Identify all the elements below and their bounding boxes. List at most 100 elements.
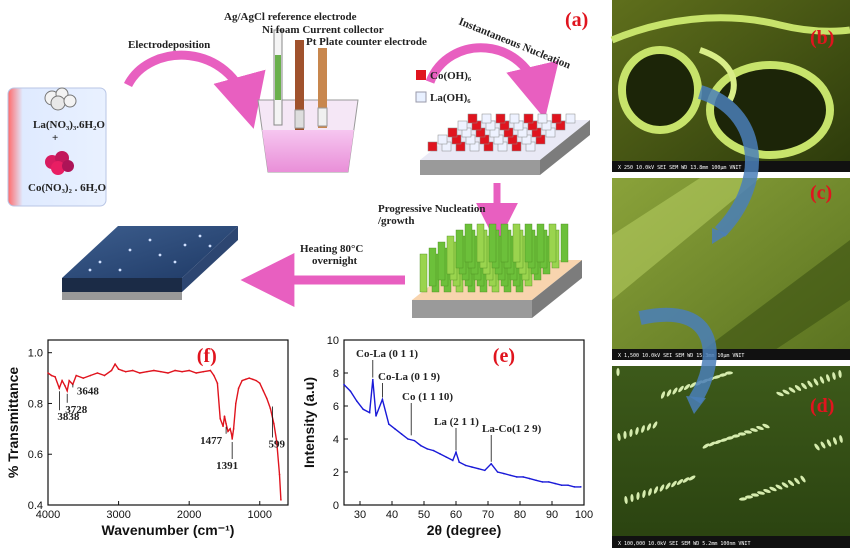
data-point <box>266 397 268 400</box>
data-point <box>516 476 518 478</box>
nanorod <box>820 441 826 449</box>
data-point <box>439 453 441 455</box>
nanorod <box>814 443 820 451</box>
nanorod <box>646 423 652 431</box>
nanorod <box>641 425 645 433</box>
nanorod <box>751 493 759 497</box>
film-speck <box>128 248 132 252</box>
data-point <box>82 377 85 379</box>
nanorod <box>776 391 784 397</box>
peak-annotation: 599 <box>268 438 285 450</box>
data-point <box>269 407 272 410</box>
data-point <box>394 428 397 430</box>
data-point <box>237 387 240 390</box>
nucleus-cube <box>565 113 576 124</box>
data-point <box>222 425 224 428</box>
nucleus-cube <box>447 127 458 138</box>
data-point <box>251 378 254 381</box>
nanorod <box>726 436 734 440</box>
film-speck <box>158 253 162 257</box>
data-point <box>503 472 505 475</box>
plot-frame <box>343 339 585 506</box>
nanorod <box>769 486 777 492</box>
peak-annotation: 3648 <box>77 385 100 397</box>
growth-column <box>524 223 533 263</box>
nanorod <box>652 421 658 429</box>
x-tick-label: 30 <box>354 509 366 521</box>
panel-b-label: (b) <box>810 27 834 49</box>
data-point <box>223 415 226 417</box>
nanorod <box>801 382 807 390</box>
co-legend-swatch <box>416 70 426 80</box>
series-line <box>343 379 581 488</box>
peak-annotation: 1477 <box>200 435 223 447</box>
pt-plate-label: Pt Plate counter electrode <box>306 36 427 48</box>
data-point <box>195 372 198 374</box>
nanorod <box>750 428 758 432</box>
data-point <box>343 383 345 386</box>
nucleus-cube <box>481 113 492 124</box>
data-point <box>432 449 435 452</box>
nanorod <box>713 375 721 379</box>
nanorod <box>788 387 796 393</box>
growth-column <box>437 241 446 281</box>
nanorod <box>688 475 696 481</box>
growth-column <box>536 223 545 263</box>
nanorod <box>763 489 771 493</box>
nanorod <box>782 389 790 395</box>
nucleus-cube <box>427 141 438 152</box>
x-tick-label: 90 <box>546 509 558 521</box>
data-point <box>248 377 250 379</box>
co-legend-label: Co(OH)₆ <box>430 70 472 82</box>
nanorod <box>720 438 728 442</box>
data-point <box>407 438 409 440</box>
peak-annotation: La (2 1 1) <box>434 416 479 428</box>
x-tick-label: 50 <box>418 509 430 521</box>
y-tick-label: 10 <box>327 335 339 347</box>
nanorod <box>826 439 832 447</box>
nanorod <box>838 370 842 378</box>
sem-b-info: X 250 10.0kV SEI SEM WD 13.8mm 100μm VNI… <box>618 165 741 171</box>
data-point <box>58 387 61 390</box>
x-tick-label: 80 <box>514 509 526 521</box>
film-speck <box>98 260 102 264</box>
nucleus-cube <box>495 113 506 124</box>
nanorod <box>689 382 697 388</box>
data-point <box>258 382 261 384</box>
data-point <box>174 369 176 372</box>
film-speck <box>198 234 202 238</box>
x-tick-label: 4000 <box>36 509 60 521</box>
nanorod <box>635 427 639 435</box>
peak-annotation: 3728 <box>65 404 88 416</box>
nanorod-texture <box>616 368 843 504</box>
data-point <box>232 428 235 430</box>
x-tick-label: 1000 <box>248 509 272 521</box>
film-speck <box>173 260 177 264</box>
x-tick-label: 70 <box>482 509 494 521</box>
panel-c: X 1,500 10.0kV SEI SEM WD 15.3mm 10μm VN… <box>612 178 850 360</box>
data-point <box>381 398 384 401</box>
data-point <box>490 462 493 465</box>
data-point <box>167 372 169 374</box>
data-point <box>227 430 229 433</box>
data-point <box>47 372 49 374</box>
film-speck <box>183 243 187 247</box>
data-point <box>471 466 473 468</box>
nanorod <box>630 494 634 502</box>
panel-a: (a) La(NO₃)₃.6H₂O + Co(NO₃)₂ . 6H₂O Elec… <box>7 9 590 318</box>
data-point <box>560 484 563 487</box>
data-point <box>241 379 243 382</box>
growth-column <box>488 223 497 263</box>
nanorod <box>833 437 837 445</box>
nanorod <box>623 431 627 439</box>
electrodeposition-label: Electrodeposition <box>128 39 210 51</box>
data-point <box>96 372 99 374</box>
heating-label: Heating 80°C <box>300 243 363 255</box>
growth-column <box>548 223 557 263</box>
nanorod <box>678 385 684 393</box>
x-axis-label: 2θ (degree) <box>427 522 501 538</box>
growth-column <box>500 223 509 263</box>
peak-annotation: Co (1 1 10) <box>402 391 453 403</box>
nanorod <box>725 371 733 375</box>
nucleus-cube <box>523 113 534 124</box>
